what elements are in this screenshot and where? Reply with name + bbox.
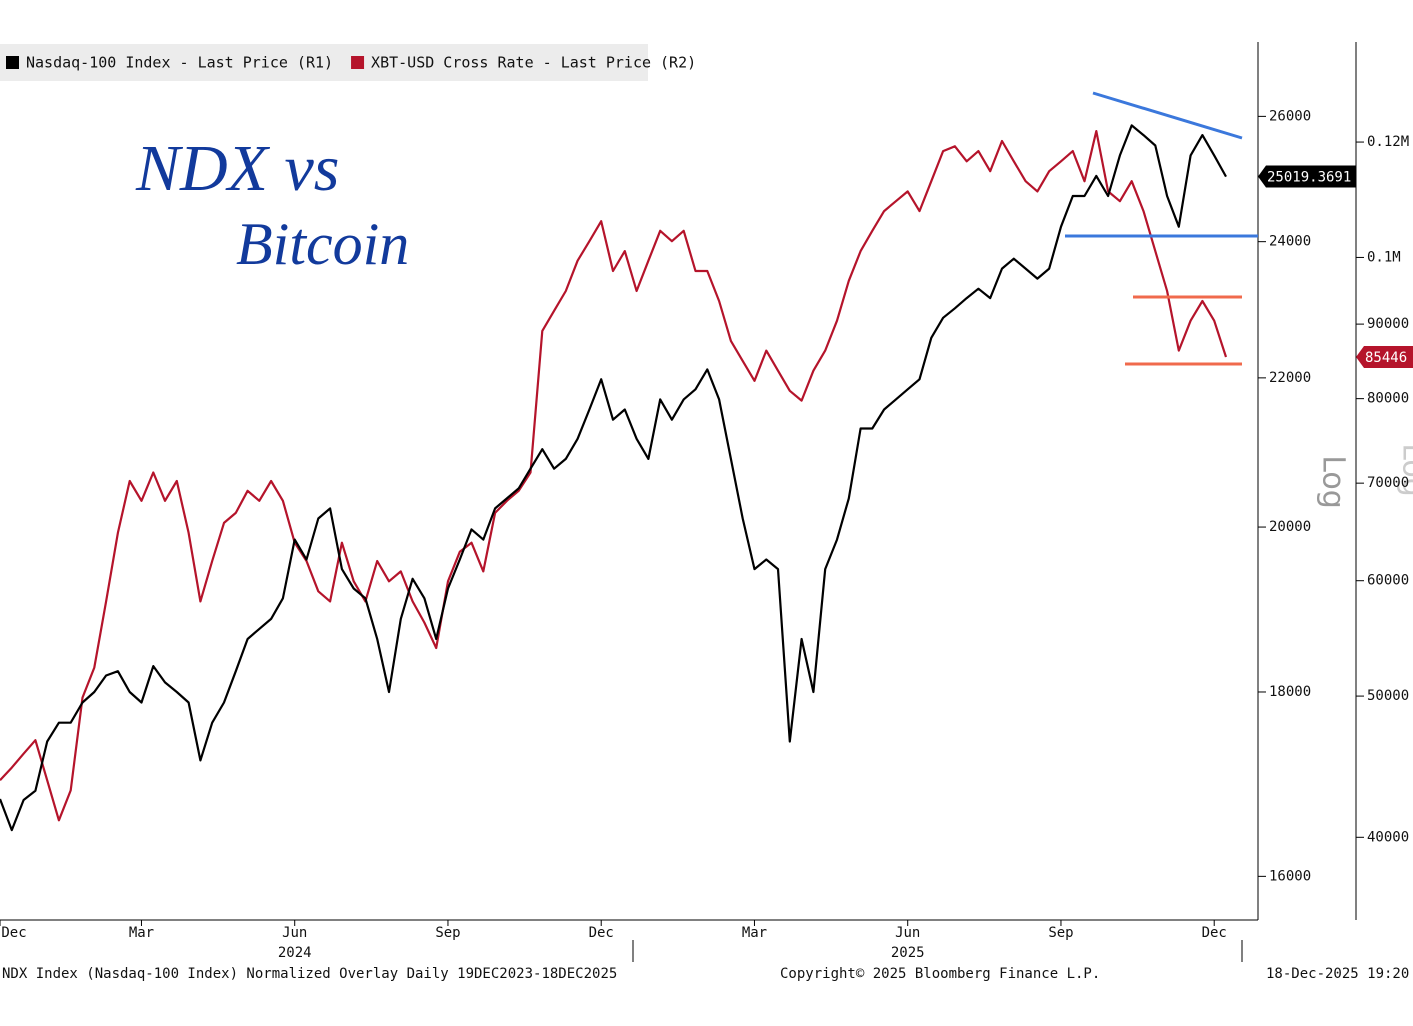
y-tick-label: 90000 (1367, 316, 1409, 332)
series-line (0, 130, 1228, 822)
footer-left: NDX Index (Nasdaq-100 Index) Normalized … (2, 966, 617, 982)
y-tick-label: 0.12M (1367, 134, 1409, 150)
y-tick-label: 18000 (1269, 684, 1311, 700)
y-tick-label: 16000 (1269, 868, 1311, 884)
footer-right: 18-Dec-2025 19:20 (1266, 966, 1409, 982)
x-tick-label: Dec (589, 925, 614, 941)
annotation: NDX vs (135, 132, 339, 205)
x-tick-label: Sep (1048, 925, 1073, 941)
y-tick-label: 20000 (1269, 519, 1311, 535)
last-value-tag (1258, 165, 1356, 188)
x-tick-label: Dec (1, 925, 26, 941)
scale-label: Log (1396, 443, 1413, 497)
x-tick-label: Dec (1202, 925, 1227, 941)
scale-label: Log (1316, 455, 1351, 509)
y-tick-label: 70000 (1367, 475, 1409, 491)
last-value-label: 85446 (1365, 350, 1407, 366)
y-tick-label: 24000 (1269, 234, 1311, 250)
legend-swatch (351, 56, 365, 69)
annotation: Bitcoin (236, 211, 409, 277)
x-tick-label: Jun (895, 925, 920, 941)
x-tick-label: Sep (435, 925, 460, 941)
x-tick-label: Jun (282, 925, 307, 941)
y-tick-label: 50000 (1367, 688, 1409, 704)
last-value-label: 25019.3691 (1267, 170, 1351, 186)
legend-swatch (6, 56, 19, 69)
y-tick-label: 40000 (1367, 829, 1409, 845)
y-tick-label: 22000 (1269, 370, 1311, 386)
trend-line (1092, 91, 1243, 140)
year-label: 2024 (278, 945, 312, 961)
footer-center: Copyright© 2025 Bloomberg Finance L.P. (780, 966, 1100, 982)
series-line (0, 124, 1227, 832)
y-tick-label: 80000 (1367, 391, 1409, 407)
y-tick-label: 0.1M (1367, 249, 1401, 265)
legend-box (0, 44, 648, 81)
y-tick-label: 26000 (1269, 108, 1311, 124)
last-value-tag (1356, 345, 1413, 368)
plot (0, 124, 1228, 832)
legend-label: XBT-USD Cross Rate - Last Price (R2) (371, 54, 696, 72)
y-tick-label: 60000 (1367, 573, 1409, 589)
x-tick-label: Mar (129, 925, 154, 941)
year-label: 2025 (891, 945, 925, 961)
legend-label: Nasdaq-100 Index - Last Price (R1) (26, 54, 333, 72)
x-tick-label: Mar (742, 925, 767, 941)
